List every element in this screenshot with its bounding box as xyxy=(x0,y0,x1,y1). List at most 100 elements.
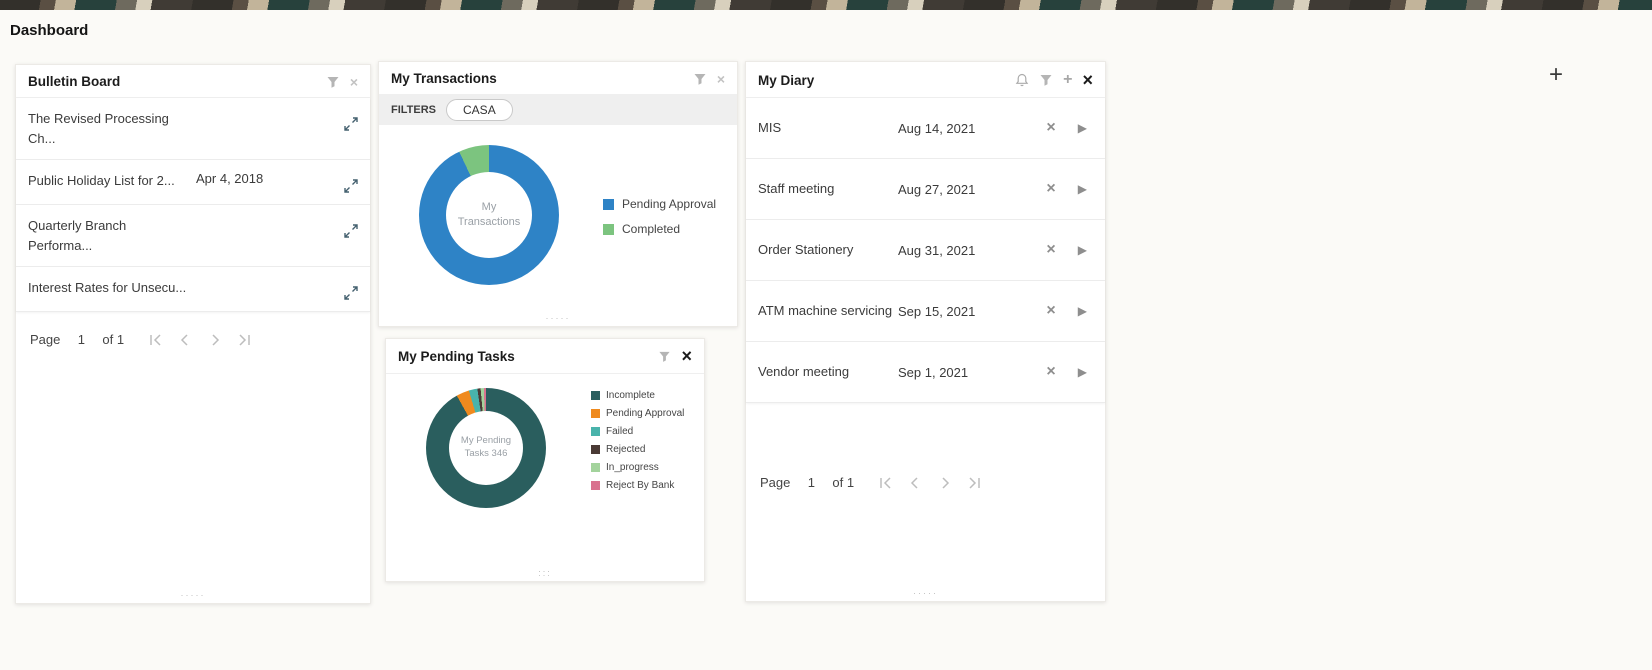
open-entry-icon[interactable]: ▶ xyxy=(1077,121,1087,135)
delete-entry-icon[interactable]: × xyxy=(1046,302,1056,319)
expand-icon[interactable] xyxy=(344,286,358,300)
page-number-field[interactable]: 1 xyxy=(807,475,815,490)
my-pending-tasks-header: My Pending Tasks × xyxy=(386,339,704,374)
filter-chip-casa[interactable]: CASA xyxy=(446,99,513,121)
donut-center: My Pending Tasks 346 xyxy=(449,411,523,485)
legend-swatch xyxy=(591,481,600,490)
filters-label: FILTERS xyxy=(391,104,437,116)
first-page-icon[interactable] xyxy=(878,476,892,490)
legend-item: Completed xyxy=(603,222,716,236)
donut-center-label: My Transactions xyxy=(457,201,521,228)
page-number-field[interactable]: 1 xyxy=(77,332,85,347)
resize-handle[interactable]: ····· xyxy=(913,588,938,598)
diary-entry[interactable]: Vendor meeting Sep 1, 2021 × ▶ xyxy=(746,342,1105,403)
legend-label: Pending Approval xyxy=(606,408,685,419)
last-page-icon[interactable] xyxy=(968,476,982,490)
diary-entry[interactable]: MIS Aug 14, 2021 × ▶ xyxy=(746,98,1105,159)
bell-icon[interactable] xyxy=(1015,73,1029,87)
expand-icon[interactable] xyxy=(344,224,358,238)
my-transactions-widget: My Transactions × FILTERS CASA My Transa… xyxy=(378,61,738,327)
legend-swatch xyxy=(591,409,600,418)
bulletin-item[interactable]: Public Holiday List for 2... Apr 4, 2018 xyxy=(16,160,370,205)
resize-handle[interactable]: ····· xyxy=(545,313,571,323)
bulletin-item-text: The Revised Processing Ch... xyxy=(28,111,169,146)
bulletin-item[interactable]: Quarterly Branch Performa... xyxy=(16,205,370,267)
page-label: Page xyxy=(30,332,61,347)
page-of-label: of 1 xyxy=(832,475,855,490)
diary-entry-title: Vendor meeting xyxy=(758,363,850,379)
resize-handle[interactable]: ····· xyxy=(180,590,206,600)
my-transactions-title: My Transactions xyxy=(391,71,497,86)
open-entry-icon[interactable]: ▶ xyxy=(1077,182,1087,196)
diary-entry-date: Aug 14, 2021 xyxy=(898,120,976,136)
bulletin-item-text: Quarterly Branch Performa... xyxy=(28,218,127,253)
previous-page-icon[interactable] xyxy=(908,476,922,490)
expand-icon[interactable] xyxy=(344,117,358,131)
last-page-icon[interactable] xyxy=(238,333,252,347)
first-page-icon[interactable] xyxy=(148,333,162,347)
bulletin-item-date: Apr 4, 2018 xyxy=(196,171,264,186)
filter-icon[interactable] xyxy=(658,350,671,363)
diary-entry-date: Sep 1, 2021 xyxy=(898,364,969,380)
legend-label: Failed xyxy=(606,426,634,437)
open-entry-icon[interactable]: ▶ xyxy=(1077,365,1087,379)
my-pending-tasks-title: My Pending Tasks xyxy=(398,348,515,364)
delete-entry-icon[interactable]: × xyxy=(1046,180,1056,197)
bulletin-item[interactable]: Interest Rates for Unsecu... xyxy=(16,267,370,312)
my-pending-tasks-widget: My Pending Tasks × My Pending Tasks 346 … xyxy=(385,338,705,582)
filter-icon[interactable] xyxy=(326,75,340,89)
add-entry-icon[interactable]: + xyxy=(1063,71,1073,88)
page-of-label: of 1 xyxy=(102,332,125,347)
filter-icon[interactable] xyxy=(1039,73,1053,87)
my-pending-tasks-donut-chart[interactable]: My Pending Tasks 346 xyxy=(426,388,546,508)
legend-label: Incomplete xyxy=(606,390,655,401)
diary-entry[interactable]: Staff meeting Aug 27, 2021 × ▶ xyxy=(746,159,1105,220)
my-transactions-legend: Pending Approval Completed xyxy=(603,197,716,236)
expand-icon[interactable] xyxy=(344,179,358,193)
next-page-icon[interactable] xyxy=(208,333,222,347)
delete-entry-icon[interactable]: × xyxy=(1046,119,1056,136)
legend-label: Rejected xyxy=(606,444,646,455)
bulletin-board-header: Bulletin Board × xyxy=(16,65,370,98)
legend-item: Pending Approval xyxy=(591,408,684,419)
filter-icon[interactable] xyxy=(693,72,707,86)
next-page-icon[interactable] xyxy=(938,476,952,490)
previous-page-icon[interactable] xyxy=(178,333,192,347)
close-icon[interactable]: × xyxy=(716,70,725,87)
my-transactions-header: My Transactions × xyxy=(379,62,737,95)
diary-entry[interactable]: ATM machine servicing Sep 15, 2021 × ▶ xyxy=(746,281,1105,342)
open-entry-icon[interactable]: ▶ xyxy=(1077,243,1087,257)
delete-entry-icon[interactable]: × xyxy=(1046,363,1056,380)
close-icon[interactable]: × xyxy=(349,73,358,90)
my-transactions-donut-chart[interactable]: My Transactions xyxy=(419,145,559,285)
diary-entry-title: Staff meeting xyxy=(758,180,835,196)
filters-bar: FILTERS CASA xyxy=(379,95,737,125)
my-transactions-chart-area: My Transactions Pending Approval Complet… xyxy=(379,125,737,321)
page-title: Dashboard xyxy=(10,22,89,39)
legend-swatch xyxy=(591,427,600,436)
diary-entry-title: MIS xyxy=(758,119,782,135)
diary-entry[interactable]: Order Stationery Aug 31, 2021 × ▶ xyxy=(746,220,1105,281)
my-diary-title: My Diary xyxy=(758,72,815,88)
resize-handle[interactable]: ::: xyxy=(538,568,552,578)
diary-entry-date: Sep 15, 2021 xyxy=(898,303,976,319)
bulletin-item-text: Public Holiday List for 2... xyxy=(28,173,175,188)
donut-center-label: My Pending Tasks 346 xyxy=(460,435,512,459)
legend-item: Reject By Bank xyxy=(591,480,684,491)
bulletin-item[interactable]: The Revised Processing Ch... xyxy=(16,98,370,160)
legend-label: Completed xyxy=(622,222,681,236)
my-diary-header: My Diary + × xyxy=(746,62,1105,98)
diary-pagination: Page 1 of 1 xyxy=(746,455,1105,498)
donut-center: My Transactions xyxy=(446,172,532,258)
legend-item: Failed xyxy=(591,426,684,437)
decorative-banner xyxy=(0,0,1652,10)
page-label: Page xyxy=(760,475,791,490)
close-icon[interactable]: × xyxy=(1082,70,1093,90)
open-entry-icon[interactable]: ▶ xyxy=(1077,304,1087,318)
bulletin-pagination: Page 1 of 1 xyxy=(16,312,370,355)
add-widget-button[interactable]: + xyxy=(1543,62,1569,88)
close-icon[interactable]: × xyxy=(681,346,692,366)
delete-entry-icon[interactable]: × xyxy=(1046,241,1056,258)
legend-item: In_progress xyxy=(591,462,684,473)
diary-entry-title: Order Stationery xyxy=(758,241,854,257)
